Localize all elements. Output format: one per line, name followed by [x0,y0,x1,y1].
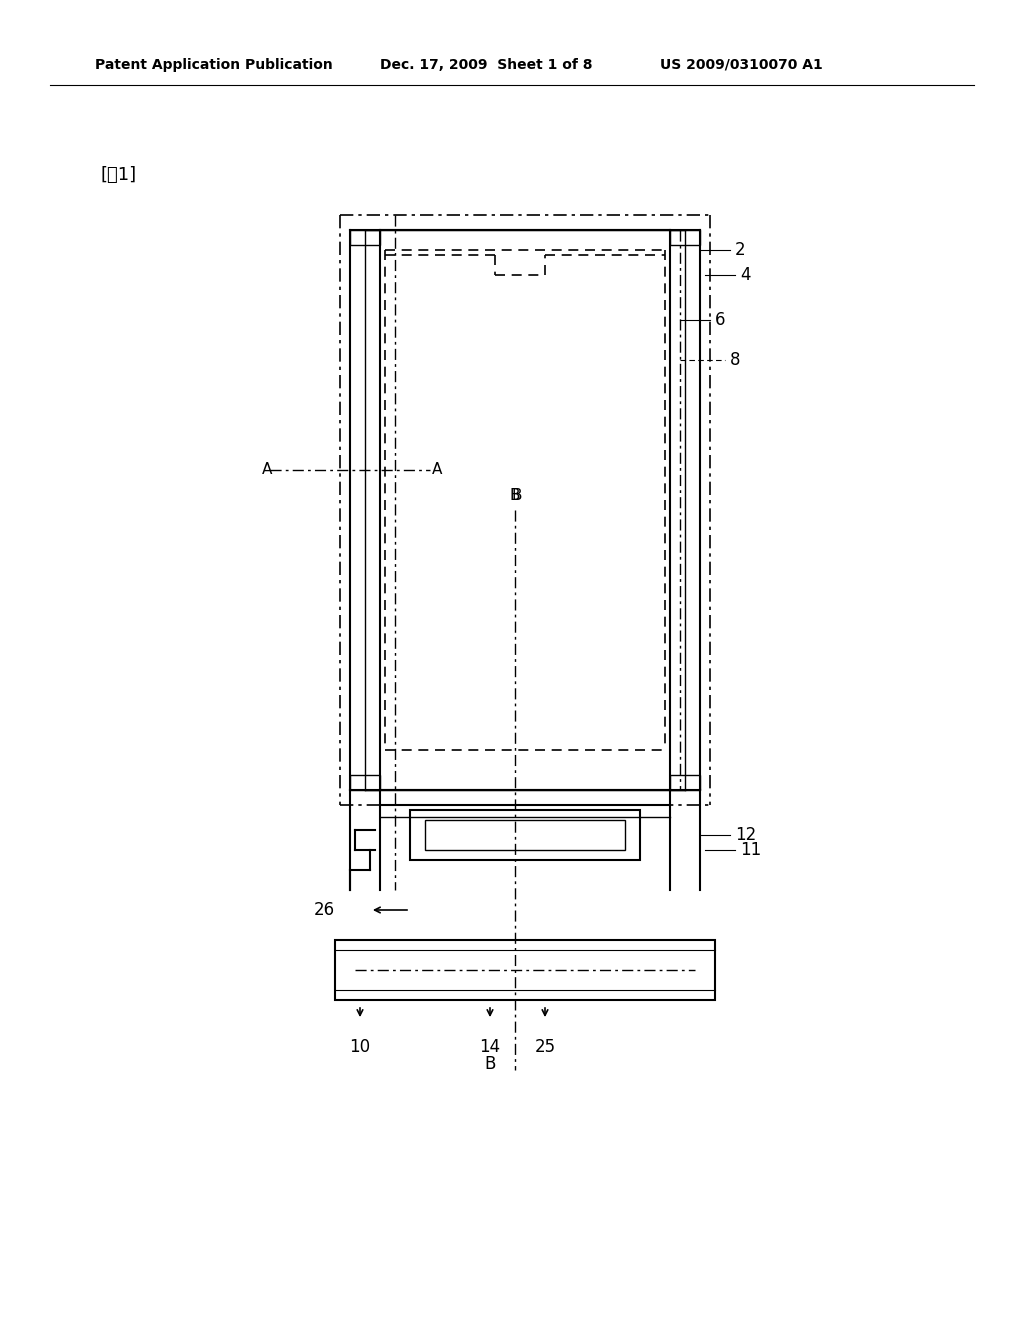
Text: 12: 12 [735,826,757,843]
Bar [350,230,380,246]
Text: 8: 8 [730,351,740,370]
Text: 11: 11 [740,841,761,859]
Text: US 2009/0310070 A1: US 2009/0310070 A1 [660,58,822,73]
Text: Dec. 17, 2009  Sheet 1 of 8: Dec. 17, 2009 Sheet 1 of 8 [380,58,593,73]
Text: B: B [512,487,522,503]
Text: A: A [432,462,442,478]
Text: B: B [484,1055,496,1073]
Bar [670,230,700,246]
Text: Patent Application Publication: Patent Application Publication [95,58,333,73]
Text: A: A [261,462,272,478]
Bar [335,940,715,1001]
Text: 10: 10 [349,1038,371,1056]
Text: [囱1]: [囱1] [100,166,136,183]
Bar [670,775,700,789]
Text: 14: 14 [479,1038,501,1056]
Text: B: B [510,487,520,503]
Bar [350,775,380,789]
Bar [425,820,625,850]
Bar [410,810,640,861]
Text: 4: 4 [740,267,751,284]
Text: 26: 26 [314,902,335,919]
Text: 25: 25 [535,1038,556,1056]
Text: 6: 6 [715,312,725,329]
Text: 2: 2 [735,242,745,259]
